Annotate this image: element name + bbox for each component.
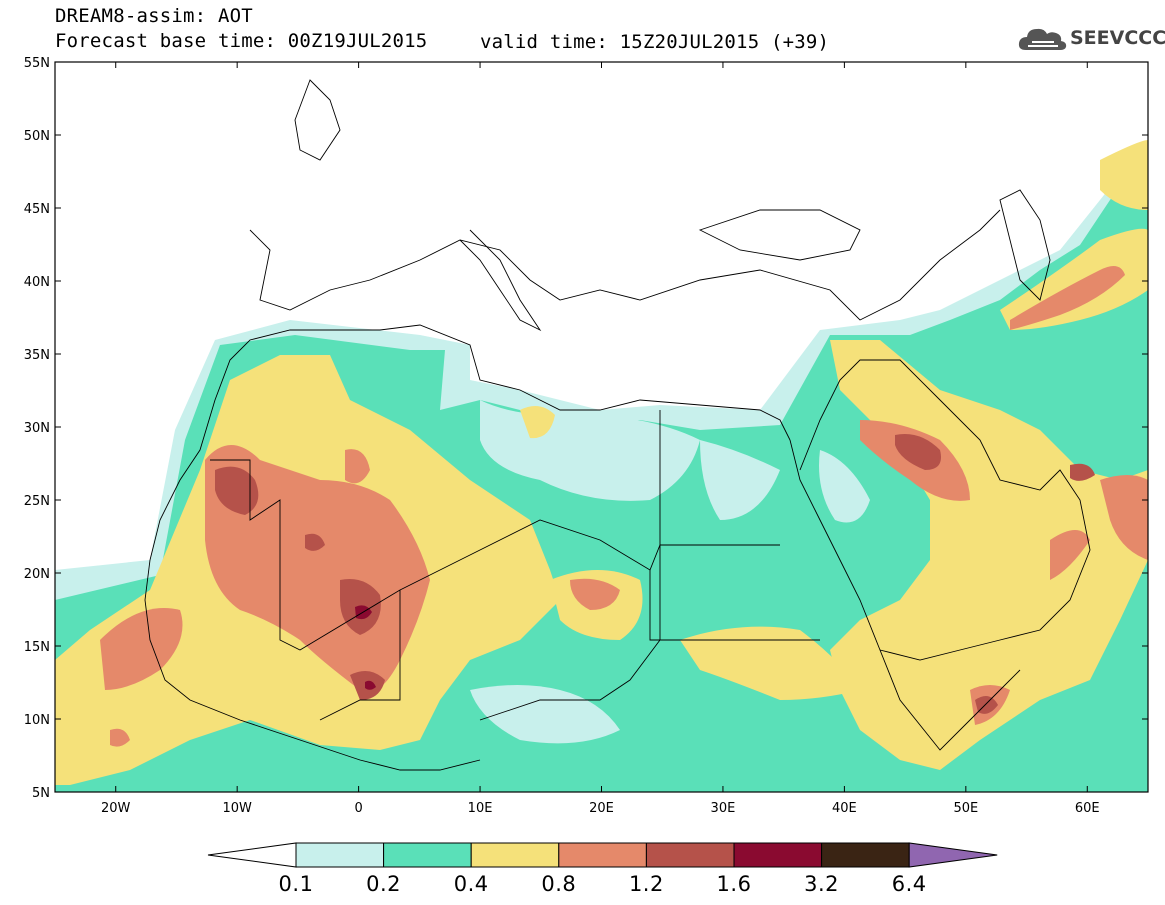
lon-tick-label: 60E [1075,801,1100,816]
aot-contour-0.4 [520,406,555,439]
aot-contour-0.1 [819,450,870,523]
border-africa-3 [319,590,401,721]
coastlines [144,79,1091,771]
lat-tick-label: 10N [24,713,50,728]
lat-tick-label: 40N [24,275,50,290]
lon-axis: 20W 10W 0 10E 20E 30E 40E 50E 60E [101,62,1100,816]
coastline-italy [459,229,542,332]
aot-contour-1.2 [895,434,941,470]
lat-tick-label: 25N [24,494,50,509]
logo-text: SEEVCCC [1070,27,1165,49]
colorbar-level-label: 0.8 [541,872,577,896]
coastline-britain [294,79,341,161]
lat-tick-label: 55N [24,56,50,71]
aot-contour-0.8 [205,445,430,692]
aot-contour-0.4 [680,626,860,700]
aot-contour-0.8 [345,449,370,484]
colorbar-over-triangle [908,842,998,868]
colorbar-level-label: 0.2 [366,872,402,896]
coastline-caspian [999,189,1051,301]
colorbar [207,842,998,868]
colorbar-swatch [558,842,647,868]
aot-field [55,140,1148,792]
lon-tick-label: 50E [953,801,978,816]
lat-tick-label: 30N [24,421,50,436]
lon-tick-label: 30E [711,801,736,816]
colorbar-level-label: 0.4 [453,872,489,896]
coastline-arabia [799,359,1091,661]
colorbar-swatch [295,842,385,868]
aot-contour-0.8 [1050,530,1090,580]
aot-contour-0.8 [100,608,183,690]
colorbar-level-label: 3.2 [804,872,840,896]
colorbar-swatch [383,842,472,868]
lat-tick-label: 45N [24,202,50,217]
coastline-west-africa [144,559,481,771]
aot-contour-0.1 [700,440,780,520]
lon-tick-label: 10E [468,801,493,816]
colorbar-swatch [645,842,735,868]
colorbar-level-label: 6.4 [891,872,927,896]
colorbar-level-label: 1.2 [628,872,664,896]
forecast-base-time: Forecast base time: 00Z19JUL2015 [55,30,428,52]
colorbar-labels: 0.1 0.2 0.4 0.8 1.2 1.6 3.2 6.4 [0,872,1165,900]
colorbar-level-label: 1.6 [716,872,752,896]
lon-tick-label: 40E [832,801,857,816]
lon-tick-label: 0 [354,801,362,816]
aot-contour-1.6 [365,680,376,690]
lon-tick-label: 10W [222,801,252,816]
aot-contour-1.2 [305,533,325,551]
aot-contour-0.4 [1100,140,1148,210]
border-africa-2 [479,410,661,721]
aot-contour-0.8 [570,578,620,610]
colorbar-level-label: 0.1 [278,872,314,896]
coastline-black-sea [698,209,861,261]
lon-tick-label: 20W [101,801,131,816]
lat-tick-label: 50N [24,129,50,144]
border-africa-4 [649,570,820,641]
lat-tick-label: 20N [24,567,50,582]
colorbar-swatch [733,842,823,868]
coastline-north-africa [149,324,791,561]
lat-tick-label: 5N [32,786,50,801]
lat-tick-label: 35N [24,348,50,363]
colorbar-swatch [470,842,560,868]
aot-contour-0.8 [1100,475,1148,560]
aot-contour-0.8 [110,728,130,747]
valid-time: valid time: 15Z20JUL2015 (+39) [480,31,830,53]
cloud-icon [1018,28,1067,50]
lat-tick-label: 15N [24,640,50,655]
aot-contour-1.2 [215,466,259,515]
lon-tick-label: 20E [589,801,614,816]
colorbar-swatch [821,842,910,868]
aot-contour-0.8 [1010,266,1125,330]
map-title: DREAM8-assim: AOT [55,5,253,27]
colorbar-under-triangle [207,842,297,868]
lat-axis: 55N 50N 45N 40N 35N 30N 25N 20N 15N 10N 5N [24,56,1148,801]
aot-contour-1.2 [1070,463,1095,481]
coastline-europe [249,209,1001,321]
seevccc-logo: SEEVCCC [1018,24,1165,54]
